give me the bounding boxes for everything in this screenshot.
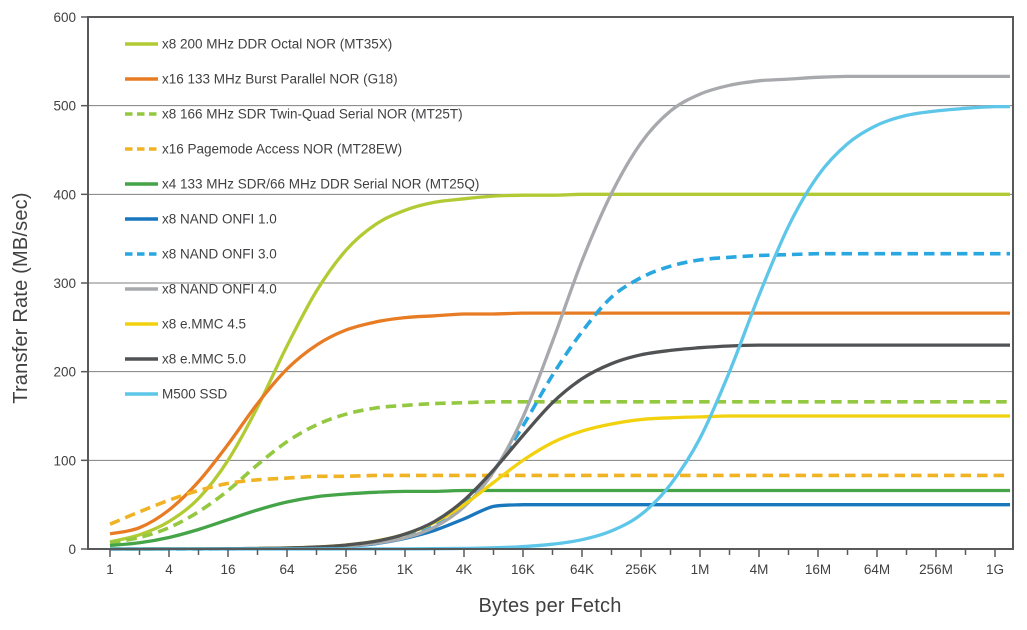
series-line-mt25q-serial-nor <box>109 488 1010 548</box>
legend-label-m500-ssd: M500 SSD <box>162 387 228 402</box>
x-tick-label-1M: 1M <box>691 562 710 577</box>
legend-item-mt25q-serial-nor: x4 133 MHz SDR/66 MHz DDR Serial NOR (MT… <box>125 177 479 192</box>
legend-label-mt25t-twin-quad-serial-nor: x8 166 MHz SDR Twin-Quad Serial NOR (MT2… <box>162 107 463 122</box>
x-tick-label-64K: 64K <box>570 562 594 577</box>
legend-item-g18-burst-parallel-nor: x16 133 MHz Burst Parallel NOR (G18) <box>125 72 398 87</box>
y-tick-label-200: 200 <box>53 365 76 380</box>
x-tick-label-16K: 16K <box>511 562 535 577</box>
x-axis-title: Bytes per Fetch <box>478 595 621 617</box>
legend-label-nand-onfi-4-0: x8 NAND ONFI 4.0 <box>162 282 277 297</box>
legend-item-nand-onfi-4-0: x8 NAND ONFI 4.0 <box>125 282 277 297</box>
axis-ticks <box>81 16 996 557</box>
x-tick-label-1G: 1G <box>986 562 1004 577</box>
x-tick-label-16: 16 <box>220 562 235 577</box>
y-tick-label-400: 400 <box>53 187 76 202</box>
x-tick-label-1K: 1K <box>397 562 414 577</box>
y-tick-labels: 0 100 200 300 400 500 600 <box>53 10 76 557</box>
y-tick-label-0: 0 <box>68 542 76 557</box>
x-tick-label-16M: 16M <box>805 562 831 577</box>
legend-label-nand-onfi-1-0: x8 NAND ONFI 1.0 <box>162 212 277 227</box>
legend-item-mt25t-twin-quad-serial-nor: x8 166 MHz SDR Twin-Quad Serial NOR (MT2… <box>125 107 463 122</box>
x-tick-label-4: 4 <box>165 562 173 577</box>
legend-item-emmc-4-5: x8 e.MMC 4.5 <box>125 317 246 332</box>
legend-label-emmc-4-5: x8 e.MMC 4.5 <box>162 317 246 332</box>
series-line-mt25t-twin-quad-serial-nor <box>109 399 1010 545</box>
legend-item-mt28ew-pagemode-nor: x16 Pagemode Access NOR (MT28EW) <box>125 142 402 157</box>
series-line-mt28ew-pagemode-nor <box>109 473 1010 526</box>
y-tick-label-500: 500 <box>53 99 76 114</box>
legend-item-nand-onfi-3-0: x8 NAND ONFI 3.0 <box>125 247 277 262</box>
legend-label-mt25q-serial-nor: x4 133 MHz SDR/66 MHz DDR Serial NOR (MT… <box>162 177 479 192</box>
x-tick-label-256K: 256K <box>625 562 657 577</box>
legend-item-nand-onfi-1-0: x8 NAND ONFI 1.0 <box>125 212 277 227</box>
legend-label-mt35x-octal-ddr-nor: x8 200 MHz DDR Octal NOR (MT35X) <box>162 37 392 52</box>
x-tick-label-1: 1 <box>106 562 114 577</box>
y-tick-label-100: 100 <box>53 453 76 468</box>
legend: x8 200 MHz DDR Octal NOR (MT35X) x16 133 … <box>125 37 479 402</box>
x-tick-label-64: 64 <box>279 562 295 577</box>
x-tick-label-256: 256 <box>335 562 358 577</box>
x-tick-labels: 1 4 16 64 256 1K 4K 16K 64K 256K 1M 4M 16M 64M 256M 1G <box>106 562 1004 577</box>
y-axis-title: Transfer Rate (MB/sec) <box>10 192 32 403</box>
legend-item-mt35x-octal-ddr-nor: x8 200 MHz DDR Octal NOR (MT35X) <box>125 37 392 52</box>
legend-label-nand-onfi-3-0: x8 NAND ONFI 3.0 <box>162 247 277 262</box>
x-tick-label-64M: 64M <box>864 562 890 577</box>
legend-item-emmc-5-0: x8 e.MMC 5.0 <box>125 352 246 367</box>
y-tick-label-300: 300 <box>53 276 76 291</box>
legend-label-mt28ew-pagemode-nor: x16 Pagemode Access NOR (MT28EW) <box>162 142 402 157</box>
series-line-emmc-5-0 <box>110 343 1010 551</box>
y-tick-label-600: 600 <box>53 10 76 25</box>
x-tick-label-4M: 4M <box>750 562 769 577</box>
x-tick-label-4K: 4K <box>456 562 473 577</box>
x-tick-label-256M: 256M <box>919 562 953 577</box>
series-line-g18-burst-parallel-nor <box>109 311 1010 536</box>
legend-item-m500-ssd: M500 SSD <box>125 387 228 402</box>
legend-label-g18-burst-parallel-nor: x16 133 MHz Burst Parallel NOR (G18) <box>162 72 398 87</box>
legend-label-emmc-5-0: x8 e.MMC 5.0 <box>162 352 246 367</box>
